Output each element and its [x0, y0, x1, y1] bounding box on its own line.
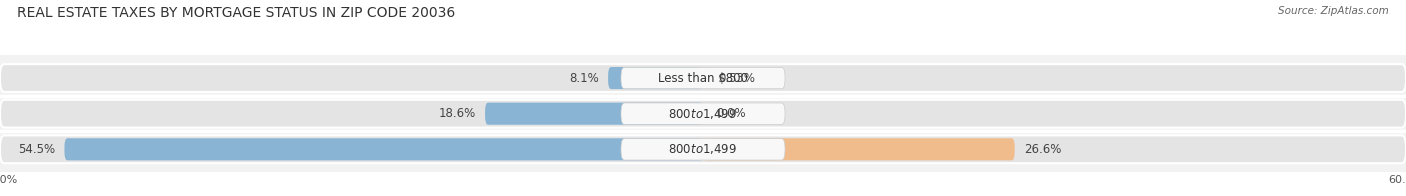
FancyBboxPatch shape	[485, 103, 703, 125]
FancyBboxPatch shape	[0, 135, 1406, 163]
Text: 54.5%: 54.5%	[18, 143, 55, 156]
Text: 0.53%: 0.53%	[718, 72, 755, 84]
FancyBboxPatch shape	[0, 64, 1406, 92]
FancyBboxPatch shape	[621, 67, 785, 89]
FancyBboxPatch shape	[703, 138, 1015, 160]
FancyBboxPatch shape	[0, 100, 1406, 128]
Text: $800 to $1,499: $800 to $1,499	[668, 142, 738, 156]
Text: $800 to $1,499: $800 to $1,499	[668, 107, 738, 121]
FancyBboxPatch shape	[621, 103, 785, 124]
Text: Less than $800: Less than $800	[658, 72, 748, 84]
FancyBboxPatch shape	[621, 139, 785, 160]
Text: 26.6%: 26.6%	[1024, 143, 1062, 156]
Text: 8.1%: 8.1%	[569, 72, 599, 84]
Text: 18.6%: 18.6%	[439, 107, 475, 120]
FancyBboxPatch shape	[609, 67, 703, 89]
Text: 0.0%: 0.0%	[716, 107, 745, 120]
FancyBboxPatch shape	[65, 138, 703, 160]
Text: REAL ESTATE TAXES BY MORTGAGE STATUS IN ZIP CODE 20036: REAL ESTATE TAXES BY MORTGAGE STATUS IN …	[17, 6, 456, 20]
Text: Source: ZipAtlas.com: Source: ZipAtlas.com	[1278, 6, 1389, 16]
FancyBboxPatch shape	[703, 67, 709, 89]
